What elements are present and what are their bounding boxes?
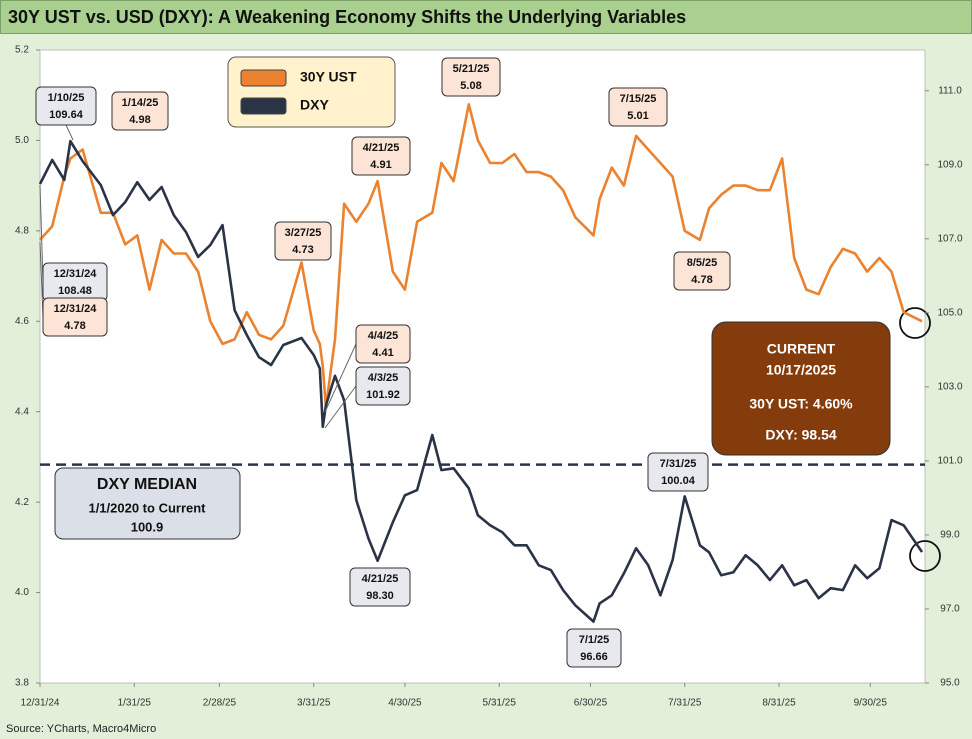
annotation-text: 5/21/25 [453, 63, 490, 75]
x-tick-label: 7/31/25 [668, 698, 702, 709]
y2-tick-label: 95.0 [940, 678, 960, 689]
y2-tick-label: 101.0 [937, 456, 962, 467]
current-text: 10/17/2025 [766, 362, 836, 378]
median-title: DXY MEDIAN [97, 476, 197, 493]
x-tick-label: 5/31/25 [483, 698, 517, 709]
y2-tick-label: 107.0 [937, 233, 962, 244]
y2-tick-label: 109.0 [937, 159, 962, 170]
highlight-circle [899, 307, 931, 339]
x-tick-label: 2/28/25 [203, 698, 237, 709]
annotation-text: 108.48 [58, 285, 92, 297]
y-tick-label: 3.8 [15, 678, 29, 689]
y-tick-label: 4.0 [15, 587, 29, 598]
annotation-text: 3/27/25 [285, 227, 322, 239]
leader-line [65, 124, 74, 141]
annotation-text: 4.78 [691, 274, 712, 286]
annotation-text: 4/21/25 [362, 573, 399, 585]
annotation-text: 7/1/25 [579, 634, 610, 646]
annotation-box [111, 91, 169, 131]
annotation-box [35, 86, 97, 126]
annotation-text: 96.66 [580, 651, 608, 663]
annotation-text: 4.91 [370, 159, 391, 171]
annotation-text: 4.78 [64, 320, 85, 332]
annotation-text: 12/31/24 [54, 303, 98, 315]
current-text: 30Y UST: 4.60% [749, 396, 853, 412]
annotation-box [349, 567, 411, 607]
annotation-text: 4/21/25 [363, 142, 400, 154]
annotation-text: 4.98 [129, 114, 150, 126]
x-tick-label: 6/30/25 [574, 698, 608, 709]
annotation-box [608, 87, 668, 127]
annotation-text: 4.73 [292, 244, 313, 256]
series-line [38, 139, 924, 623]
current-box [711, 321, 891, 456]
annotation-box [355, 324, 411, 364]
y2-tick-label: 99.0 [940, 530, 960, 541]
leader-line [39, 184, 44, 283]
annotation-box [274, 221, 332, 261]
legend-label: DXY [300, 97, 329, 113]
annotation-box [673, 251, 731, 291]
legend-label: 30Y UST [300, 69, 357, 85]
annotation-text: 12/31/24 [54, 268, 98, 280]
y2-tick-label: 111.0 [938, 85, 962, 96]
annotation-text: 109.64 [49, 109, 84, 121]
y-tick-label: 5.0 [15, 135, 29, 146]
leader-line [324, 385, 357, 429]
current-text: DXY: 98.54 [765, 427, 837, 443]
series-line [39, 103, 923, 409]
annotation-text: 100.04 [661, 475, 696, 487]
x-tick-label: 9/30/25 [854, 698, 888, 709]
x-tick-label: 8/31/25 [762, 698, 796, 709]
x-tick-label: 1/31/25 [118, 698, 152, 709]
annotation-box [351, 136, 411, 176]
current-text: CURRENT [767, 341, 836, 357]
x-tick-label: 4/30/25 [388, 698, 422, 709]
source: Source: YCharts, Macro4Micro [6, 723, 156, 735]
annotation-box [355, 366, 411, 406]
y2-tick-label: 97.0 [940, 604, 960, 615]
annotation-text: 98.30 [366, 590, 394, 602]
y-tick-label: 4.6 [15, 316, 29, 327]
annotation-text: 5.08 [460, 80, 481, 92]
annotation-box [647, 452, 709, 492]
annotation-text: 4.41 [372, 347, 393, 359]
y-tick-label: 5.2 [15, 45, 29, 56]
y-tick-label: 4.4 [15, 406, 29, 417]
annotation-text: 7/15/25 [620, 93, 657, 105]
annotation-text: 5.01 [627, 110, 648, 122]
annotation-text: 4/3/25 [368, 372, 399, 384]
annotation-text: 1/14/25 [122, 97, 159, 109]
median-subtitle: 1/1/2020 to Current [88, 500, 206, 515]
y2-tick-label: 105.0 [937, 307, 962, 318]
legend-swatch [240, 69, 287, 87]
y2-tick-label: 103.0 [937, 382, 962, 393]
chart-title: 30Y UST vs. USD (DXY): A Weakening Econo… [8, 7, 686, 27]
legend-swatch [240, 97, 287, 115]
annotation-text: 7/31/25 [660, 458, 697, 470]
median-value: 100.9 [131, 519, 164, 534]
annotation-box [42, 297, 108, 337]
legend-box [227, 56, 396, 128]
median-box [54, 467, 241, 540]
leader-line [324, 343, 357, 413]
annotation-box [441, 57, 501, 97]
x-tick-label: 12/31/24 [21, 698, 60, 709]
title-bar [0, 0, 972, 34]
annotation-box [566, 628, 622, 668]
x-tick-label: 3/31/25 [297, 698, 331, 709]
annotation-text: 4/4/25 [368, 330, 399, 342]
annotation-text: 1/10/25 [48, 92, 85, 104]
y-tick-label: 4.2 [15, 497, 29, 508]
annotation-text: 8/5/25 [687, 257, 718, 269]
highlight-circle [909, 540, 941, 572]
y-tick-label: 4.8 [15, 225, 29, 236]
annotation-text: 101.92 [366, 389, 400, 401]
